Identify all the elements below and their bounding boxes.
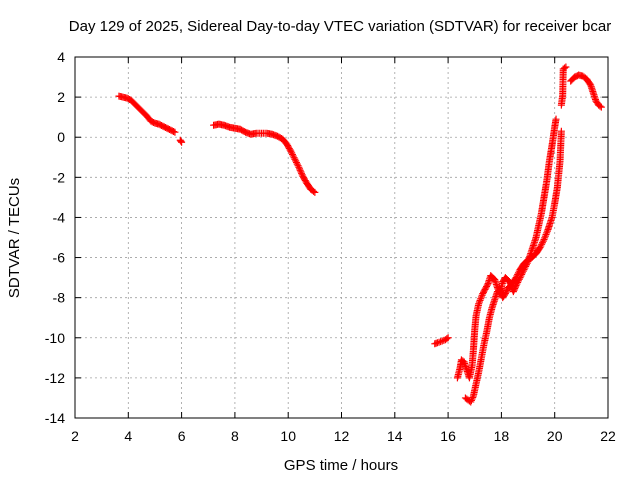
data-point [539,237,547,245]
data-point [295,163,303,171]
data-point [477,293,485,301]
data-point [511,275,519,283]
data-point [541,234,549,242]
data-point [538,239,546,247]
data-point [292,157,300,165]
data-point [514,270,522,278]
x-tick-label: 10 [280,428,296,444]
data-point [433,339,441,347]
data-point [511,285,519,293]
data-point [468,395,476,403]
y-tick-label: -2 [53,169,66,185]
data-point [178,138,186,146]
data-point [475,298,483,306]
data-point [503,287,511,295]
data-point [294,162,302,170]
x-tick-label: 6 [178,428,186,444]
y-tick-label: 4 [57,49,65,65]
data-point [540,236,548,244]
data-point [477,295,485,303]
chart-title: Day 129 of 2025, Sidereal Day-to-day VTE… [69,18,611,35]
data-point [483,281,491,289]
data-point [288,150,296,158]
data-point [476,296,484,304]
data-point [310,187,318,195]
data-point [296,165,304,173]
data-point [538,240,546,248]
x-tick-label: 12 [334,428,350,444]
data-point [561,64,569,72]
y-tick-label: -4 [53,209,66,225]
data-point [501,290,509,298]
data-point [478,291,486,299]
data-point [467,398,475,406]
data-point [467,396,475,404]
data-point [311,188,319,196]
data-point [502,288,510,296]
y-axis-label: SDTVAR / TECUs [6,178,23,298]
data-point [286,146,294,154]
x-axis-label: GPS time / hours [284,457,398,474]
y-tick-label: -14 [45,410,65,426]
data-point [513,272,521,280]
data-point [537,242,545,250]
data-point [293,160,301,168]
data-point [543,229,551,237]
data-point [596,102,604,110]
data-point [444,334,452,342]
data-point [289,152,297,160]
data-point [509,288,517,296]
x-tick-label: 18 [494,428,510,444]
data-point [536,244,544,252]
data-point [552,115,560,123]
y-tick-label: -6 [53,250,66,266]
data-point [288,149,296,157]
x-tick-label: 22 [600,428,616,444]
data-point [543,227,551,235]
data-points [115,63,605,406]
data-point [557,127,565,135]
data-point [438,337,446,345]
data-point [435,338,443,346]
x-tick-label: 16 [440,428,456,444]
x-tick-labels: 2 4 6 8 10 12 14 16 18 20 22 [71,428,616,444]
data-point [437,338,445,346]
data-point [562,63,570,71]
y-tick-labels: -14 -12 -10 -8 -6 -4 -2 0 2 4 [45,49,65,426]
data-point [291,155,299,163]
x-tick-label: 4 [124,428,132,444]
data-point [597,103,605,111]
data-point [298,169,306,177]
data-point [542,230,550,238]
data-point [290,154,298,162]
data-point [297,168,305,176]
data-point [511,283,519,291]
y-tick-label: -12 [45,370,65,386]
y-tick-label: -8 [53,290,66,306]
data-point [296,166,304,174]
x-tick-label: 2 [71,428,79,444]
y-tick-label: -10 [45,330,65,346]
data-point [475,300,483,308]
data-point [443,335,451,343]
plot-frame [74,56,609,419]
x-tick-label: 8 [231,428,239,444]
data-point [287,147,295,155]
x-tick-label: 14 [387,428,403,444]
y-tick-label: 2 [57,89,65,105]
data-point [541,232,549,240]
grid-lines [75,57,608,418]
data-point [510,286,518,294]
data-point [514,269,522,277]
data-point [512,274,520,282]
data-point [171,128,179,136]
data-point [469,393,477,401]
y-tick-label: 0 [57,129,65,145]
data-point [177,137,185,145]
data-point [292,158,300,166]
data-point [170,128,178,136]
x-tick-label: 20 [547,428,563,444]
